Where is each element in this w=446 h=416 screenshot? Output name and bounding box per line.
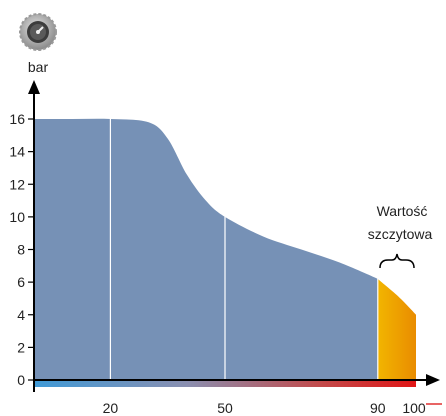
peak-brace <box>379 253 415 269</box>
pressure-gauge-icon <box>19 13 57 51</box>
pressure-area <box>34 118 378 380</box>
peak-annotation-line2: szczytowa <box>368 226 433 242</box>
y-tick-label: 16 <box>9 111 25 127</box>
area-layer <box>34 118 416 380</box>
grid-layer <box>109 119 379 380</box>
x-tick-label: 20 <box>103 400 119 416</box>
x-tick-label: 100 <box>402 400 426 416</box>
peak-area <box>377 278 416 380</box>
peak-annotation-line1: Wartość <box>377 203 428 219</box>
y-tick-label: 0 <box>17 372 25 388</box>
y-unit-label: bar <box>28 59 49 75</box>
x-tick-label: 90 <box>370 400 386 416</box>
x-tick-layer: 20 50 90 100 <box>103 400 426 416</box>
x-tick-label: 50 <box>217 400 233 416</box>
y-tick-layer: 0 2 4 6 8 10 12 14 16 <box>9 111 34 388</box>
y-tick-label: 14 <box>9 144 25 160</box>
y-tick-label: 2 <box>17 339 25 355</box>
y-tick-label: 8 <box>17 242 25 258</box>
y-axis-arrow <box>28 80 40 94</box>
x-axis-arrow <box>426 374 440 386</box>
y-tick-label: 6 <box>17 274 25 290</box>
y-tick-label: 12 <box>9 176 25 192</box>
y-tick-label: 10 <box>9 209 25 225</box>
y-tick-label: 4 <box>17 307 25 323</box>
peak-annotation: Wartość szczytowa <box>368 203 433 269</box>
